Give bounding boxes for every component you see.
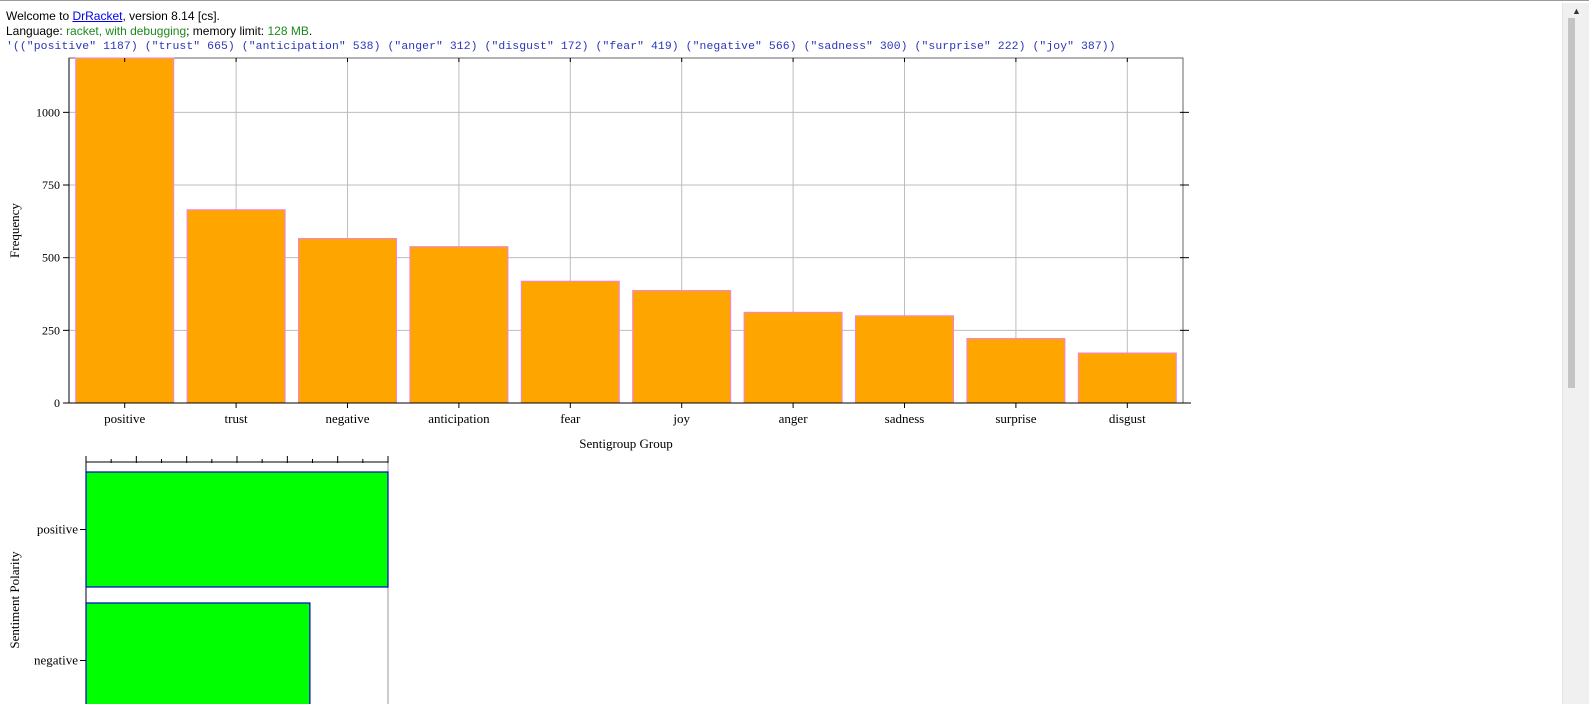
bar-sadness (854, 315, 955, 404)
y-tick-label: negative (34, 653, 78, 668)
result-output: '(("positive" 1187) ("trust" 665) ("anti… (6, 41, 1116, 53)
scroll-up-arrow-icon[interactable]: ▲ (1572, 6, 1581, 16)
memory-label: ; memory limit: (186, 24, 268, 38)
version-text: , version 8.14 [cs]. (122, 9, 220, 23)
language-line: Language: racket, with debugging; memory… (6, 24, 312, 38)
x-tick-label: positive (104, 411, 145, 426)
bar-surprise (966, 337, 1066, 404)
y-tick-label: 0 (54, 396, 60, 410)
memory-suffix: . (308, 24, 313, 38)
drracket-link[interactable]: DrRacket (72, 9, 123, 23)
hbar-positive (85, 471, 389, 588)
welcome-line: Welcome to DrRacket, version 8.14 [cs]. (6, 9, 220, 23)
x-tick-label: anger (779, 411, 809, 426)
x-tick-label: negative (325, 411, 369, 426)
frequency-bar-chart: 0 250 500 750 1000 positive trust negative antic… (7, 57, 1191, 451)
y-tick-label: 750 (42, 178, 60, 192)
bar-disgust (1077, 352, 1177, 404)
x-tick-label: joy (672, 411, 690, 426)
bar-anticipation (409, 246, 509, 404)
hbar-negative (85, 602, 311, 704)
bar-positive (75, 57, 175, 404)
bar-fear (520, 280, 620, 404)
y-axis-title: Sentiment Polarity (7, 551, 22, 649)
polarity-bar-chart: positive negative Sentiment Polarity (7, 456, 389, 704)
x-tick-label: anticipation (428, 411, 490, 426)
window-top-edge (0, 0, 1589, 4)
y-tick-label: positive (37, 522, 78, 537)
bar-negative (297, 237, 398, 404)
x-axis-title: Sentigroup Group (579, 436, 673, 451)
bar-trust (186, 209, 286, 404)
x-tick-label: trust (225, 411, 249, 426)
language-label: Language: (6, 24, 67, 38)
bar-anger (743, 311, 843, 404)
x-tick-label: sadness (885, 411, 925, 426)
interactions-pane[interactable]: Welcome to DrRacket, version 8.14 [cs]. … (0, 3, 1561, 704)
y-axis-title: Frequency (7, 203, 22, 258)
vertical-scrollbar[interactable]: ▲ (1562, 3, 1589, 704)
memory-value: 128 MB (267, 24, 309, 38)
x-tick-label: disgust (1109, 411, 1146, 426)
scrollbar-thumb[interactable] (1568, 18, 1575, 388)
bar-joy (632, 290, 732, 404)
y-tick-label: 250 (42, 323, 60, 337)
y-tick-label: 1000 (36, 105, 60, 119)
language-value: racket, with debugging (66, 24, 187, 38)
x-tick-label: fear (560, 411, 581, 426)
y-tick-label: 500 (42, 251, 60, 265)
x-tick-label: surprise (995, 411, 1036, 426)
welcome-prefix: Welcome to (6, 9, 73, 23)
